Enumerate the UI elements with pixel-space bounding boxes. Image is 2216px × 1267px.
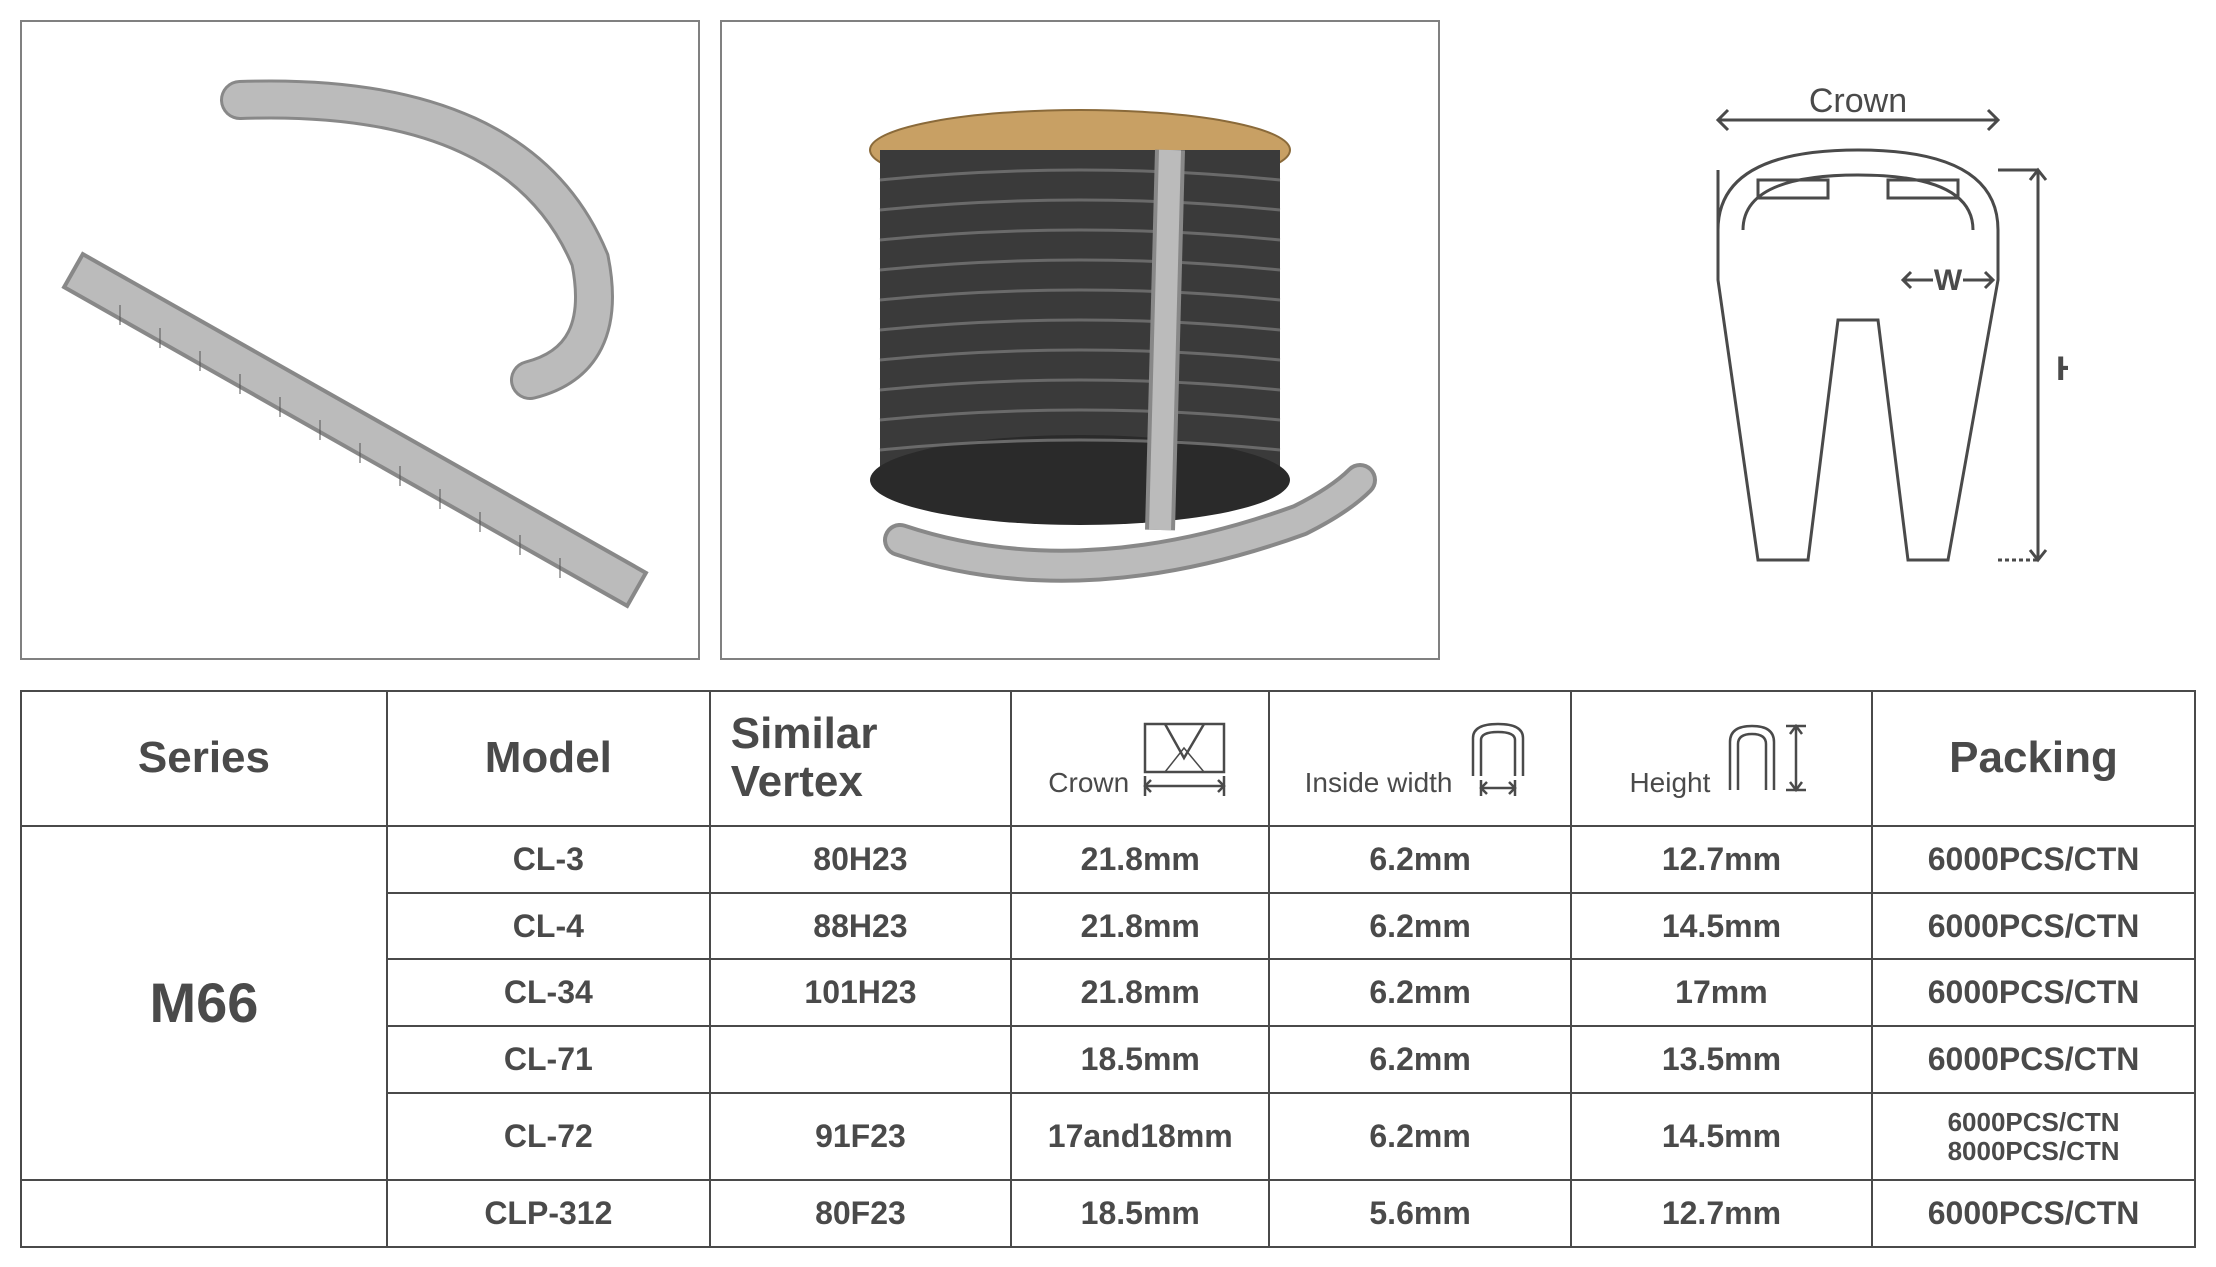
height-icon bbox=[1718, 718, 1813, 798]
inside-width-cell: 6.2mm bbox=[1269, 826, 1570, 893]
model-cell: CL-72 bbox=[387, 1093, 710, 1180]
inside-width-icon bbox=[1461, 718, 1536, 798]
height-header-label: Height bbox=[1629, 768, 1710, 799]
clip-dimension-svg: Crown W H bbox=[1648, 80, 2068, 600]
inside-width-header-label: Inside width bbox=[1305, 768, 1453, 799]
crown-cell: 18.5mm bbox=[1011, 1026, 1269, 1093]
packing-cell: 6000PCS/CTN bbox=[1872, 826, 2195, 893]
diagram-w-label: W bbox=[1934, 264, 1963, 297]
inside-width-cell: 6.2mm bbox=[1269, 893, 1570, 960]
crown-icon bbox=[1137, 718, 1232, 798]
table-row: M66CL-380H2321.8mm6.2mm12.7mm6000PCS/CTN bbox=[21, 826, 2195, 893]
col-series-header: Series bbox=[21, 691, 387, 826]
height-cell: 17mm bbox=[1571, 959, 1872, 1026]
model-cell: CL-34 bbox=[387, 959, 710, 1026]
model-cell: CL-3 bbox=[387, 826, 710, 893]
series-cell bbox=[21, 1180, 387, 1247]
packing-cell: 6000PCS/CTN8000PCS/CTN bbox=[1872, 1093, 2195, 1180]
model-cell: CL-71 bbox=[387, 1026, 710, 1093]
inside-width-cell: 6.2mm bbox=[1269, 1026, 1570, 1093]
spec-table-body: M66CL-380H2321.8mm6.2mm12.7mm6000PCS/CTN… bbox=[21, 826, 2195, 1247]
height-cell: 12.7mm bbox=[1571, 826, 1872, 893]
product-photo-strip bbox=[20, 20, 700, 660]
top-row: Crown W H bbox=[20, 20, 2196, 660]
packing-cell: 6000PCS/CTN bbox=[1872, 893, 2195, 960]
clip-strip-illustration bbox=[60, 60, 660, 620]
crown-cell: 21.8mm bbox=[1011, 893, 1269, 960]
height-cell: 14.5mm bbox=[1571, 893, 1872, 960]
vertex-cell: 101H23 bbox=[710, 959, 1011, 1026]
col-height-header: Height bbox=[1571, 691, 1872, 826]
inside-width-cell: 5.6mm bbox=[1269, 1180, 1570, 1247]
crown-cell: 21.8mm bbox=[1011, 959, 1269, 1026]
packing-cell: 6000PCS/CTN bbox=[1872, 1180, 2195, 1247]
vertex-cell: 80H23 bbox=[710, 826, 1011, 893]
vertex-cell bbox=[710, 1026, 1011, 1093]
crown-cell: 21.8mm bbox=[1011, 826, 1269, 893]
series-cell: M66 bbox=[21, 826, 387, 1180]
col-crown-header: Crown bbox=[1011, 691, 1269, 826]
col-vertex-label: Similar Vertex bbox=[731, 710, 1002, 807]
inside-width-cell: 6.2mm bbox=[1269, 959, 1570, 1026]
height-cell: 12.7mm bbox=[1571, 1180, 1872, 1247]
col-vertex-header: Similar Vertex bbox=[710, 691, 1011, 826]
crown-cell: 17and18mm bbox=[1011, 1093, 1269, 1180]
col-packing-header: Packing bbox=[1872, 691, 2195, 826]
vertex-cell: 91F23 bbox=[710, 1093, 1011, 1180]
spec-table: Series Model Similar Vertex Crown bbox=[20, 690, 2196, 1248]
height-cell: 13.5mm bbox=[1571, 1026, 1872, 1093]
dimension-diagram: Crown W H bbox=[1460, 20, 2196, 660]
packing-cell: 6000PCS/CTN bbox=[1872, 959, 2195, 1026]
table-header-row: Series Model Similar Vertex Crown bbox=[21, 691, 2195, 826]
diagram-h-label: H bbox=[2056, 350, 2068, 388]
clip-spool-illustration bbox=[760, 60, 1400, 620]
product-photo-spool bbox=[720, 20, 1440, 660]
inside-width-cell: 6.2mm bbox=[1269, 1093, 1570, 1180]
col-inside-width-header: Inside width bbox=[1269, 691, 1570, 826]
crown-cell: 18.5mm bbox=[1011, 1180, 1269, 1247]
height-cell: 14.5mm bbox=[1571, 1093, 1872, 1180]
crown-header-label: Crown bbox=[1048, 768, 1129, 799]
packing-cell: 6000PCS/CTN bbox=[1872, 1026, 2195, 1093]
model-cell: CLP-312 bbox=[387, 1180, 710, 1247]
col-model-header: Model bbox=[387, 691, 710, 826]
table-row: CLP-31280F2318.5mm5.6mm12.7mm6000PCS/CTN bbox=[21, 1180, 2195, 1247]
vertex-cell: 80F23 bbox=[710, 1180, 1011, 1247]
diagram-crown-label: Crown bbox=[1809, 82, 1907, 120]
model-cell: CL-4 bbox=[387, 893, 710, 960]
vertex-cell: 88H23 bbox=[710, 893, 1011, 960]
